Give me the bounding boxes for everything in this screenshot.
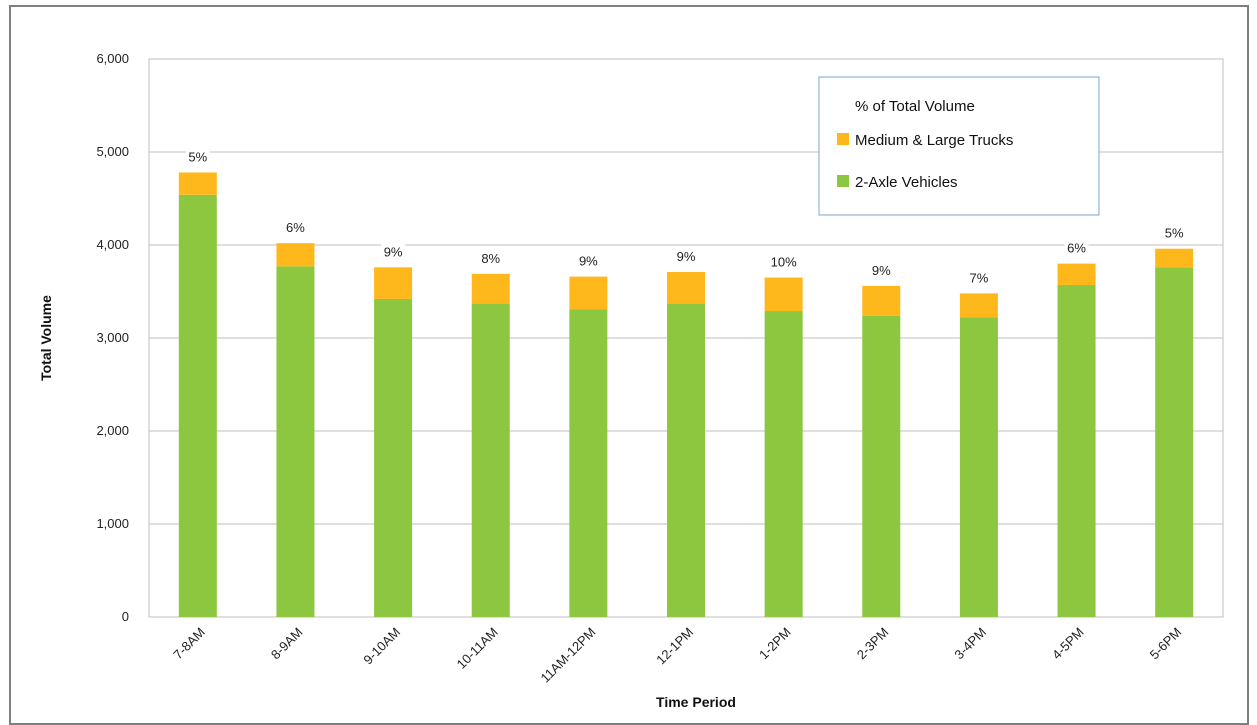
bar-2-axle-6 — [764, 311, 803, 617]
data-label-bg — [381, 241, 406, 262]
data-label: 5% — [1165, 226, 1184, 241]
bar-2-axle-4 — [569, 309, 608, 617]
data-label-bg — [576, 250, 601, 271]
bar-trucks-10 — [1155, 248, 1194, 268]
data-label: 9% — [677, 249, 696, 264]
y-tick-label: 0 — [122, 609, 129, 624]
y-axis-ticks: 0 1,000 2,000 3,000 4,000 5,000 6,000 — [96, 51, 129, 624]
data-label: 6% — [1067, 241, 1086, 256]
legend-box — [818, 76, 1100, 216]
x-tick-label: 2-3PM — [854, 625, 892, 663]
data-label-bg — [283, 217, 308, 238]
bar-2-axle-1 — [276, 266, 315, 617]
y-tick-label: 2,000 — [96, 423, 129, 438]
bar-trucks-0 — [178, 172, 217, 195]
data-label: 9% — [872, 263, 891, 278]
bar-trucks-6 — [764, 277, 803, 312]
data-label: 6% — [286, 220, 305, 235]
y-tick-label: 4,000 — [96, 237, 129, 252]
x-tick-label: 10-11AM — [454, 625, 501, 672]
x-tick-label: 11AM-12PM — [537, 625, 598, 686]
y-tick-label: 3,000 — [96, 330, 129, 345]
bar-2-axle-5 — [667, 303, 705, 617]
x-tick-label: 9-10AM — [360, 625, 403, 668]
y-tick-label: 5,000 — [96, 144, 129, 159]
x-tick-label: 7-8AM — [170, 625, 208, 663]
data-label: 9% — [384, 244, 403, 259]
bar-trucks-8 — [959, 293, 998, 318]
x-axis-ticks: 7-8AM 8-9AM 9-10AM 10-11AM 11AM-12PM 12-1PM 1-… — [170, 625, 1184, 686]
data-label-bg — [966, 267, 991, 288]
data-label: 5% — [188, 149, 207, 164]
x-tick-label: 3-4PM — [951, 625, 989, 663]
data-label-bg — [869, 259, 894, 280]
data-label: 10% — [771, 255, 797, 270]
bar-trucks-2 — [374, 267, 413, 299]
stacked-bar-chart: 0 1,000 2,000 3,000 4,000 5,000 6,000 5% 6% 9% 8%… — [38, 51, 1224, 710]
data-labels: 5% 6% 9% 8% 9% 9% 10% 9% 7% 6% 5% — [185, 146, 1187, 288]
legend-title: % of Total Volume — [855, 98, 975, 115]
bar-2-axle-0 — [178, 194, 217, 617]
legend-swatch-2-axle — [837, 175, 849, 187]
data-label-bg — [674, 245, 698, 266]
legend-label-trucks: Medium & Large Trucks — [855, 132, 1013, 149]
x-tick-label: 12-1PM — [653, 625, 696, 668]
legend: % of Total Volume Medium & Large Trucks … — [818, 76, 1100, 216]
bar-2-axle-7 — [862, 315, 901, 617]
bars — [178, 172, 1194, 617]
x-axis-title: Time Period — [656, 694, 736, 710]
data-label: 8% — [481, 251, 500, 266]
x-tick-label: 8-9AM — [268, 625, 306, 663]
legend-swatch-trucks — [837, 133, 849, 145]
bar-2-axle-8 — [959, 317, 998, 617]
data-label-bg — [478, 247, 503, 268]
data-label-bg — [185, 146, 210, 167]
data-label-bg — [1162, 222, 1187, 243]
chart-frame: 0 1,000 2,000 3,000 4,000 5,000 6,000 5% 6% 9% 8%… — [9, 5, 1249, 725]
data-label: 9% — [579, 254, 598, 269]
bar-2-axle-10 — [1155, 267, 1194, 617]
x-tick-label: 5-6PM — [1147, 625, 1185, 663]
legend-label-2-axle: 2-Axle Vehicles — [855, 174, 958, 191]
x-tick-label: 4-5PM — [1049, 625, 1087, 663]
bar-2-axle-9 — [1057, 284, 1096, 617]
bar-trucks-3 — [471, 273, 510, 304]
y-axis-title: Total Volume — [38, 295, 54, 381]
data-label: 7% — [970, 270, 989, 285]
data-label-bg — [1064, 237, 1089, 258]
data-label-bg — [767, 251, 800, 272]
bar-trucks-9 — [1057, 263, 1096, 285]
bar-2-axle-2 — [374, 298, 413, 617]
bar-trucks-1 — [276, 243, 315, 267]
y-tick-label: 6,000 — [96, 51, 129, 66]
x-tick-label: 1-2PM — [756, 625, 794, 663]
y-tick-label: 1,000 — [96, 516, 129, 531]
bar-trucks-7 — [862, 285, 901, 316]
bar-2-axle-3 — [471, 303, 510, 617]
bar-trucks-5 — [667, 271, 705, 304]
bar-trucks-4 — [569, 276, 608, 310]
